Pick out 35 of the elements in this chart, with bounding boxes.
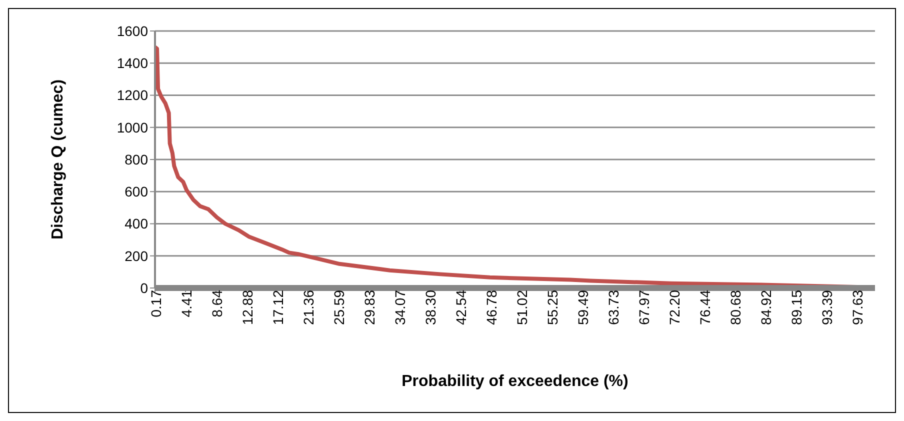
y-tick-label: 800 <box>124 151 148 168</box>
y-tick-label: 1000 <box>116 119 148 136</box>
x-tick-label: 63.73 <box>605 290 622 326</box>
y-tick-label: 400 <box>124 216 148 232</box>
x-tick-label: 4.41 <box>178 290 194 318</box>
x-tick-label: 67.97 <box>636 290 652 326</box>
y-tick-label: 1200 <box>116 87 148 104</box>
x-tick-label: 38.30 <box>422 290 438 326</box>
x-tick-label: 51.02 <box>514 290 530 326</box>
x-tick-label: 72.20 <box>666 290 682 326</box>
x-tick-label: 17.12 <box>270 290 286 326</box>
x-axis-title: Probability of exceedence (%) <box>402 373 628 390</box>
x-tick-label: 84.92 <box>758 290 774 326</box>
x-tick-label: 59.49 <box>574 290 591 326</box>
x-tick-label: 21.36 <box>300 290 316 326</box>
x-tick-label: 76.44 <box>696 290 713 326</box>
x-tick-label: 97.63 <box>849 290 866 326</box>
x-tick-label: 42.54 <box>452 290 469 326</box>
x-tick-label: 93.39 <box>818 290 835 326</box>
x-tick-label: 80.68 <box>727 290 744 326</box>
x-tick-label: 0.17 <box>148 290 164 318</box>
x-tick-label: 29.83 <box>361 290 378 326</box>
y-tick-label: 1600 <box>116 22 148 39</box>
y-tick-label: 1400 <box>116 55 148 72</box>
y-tick-label: 0 <box>140 280 148 296</box>
x-tick-label: 46.78 <box>483 290 500 326</box>
x-tick-label: 12.88 <box>239 290 256 326</box>
y-axis-title: Discharge Q (cumec) <box>50 79 67 240</box>
x-tick-label: 55.25 <box>544 290 560 326</box>
y-tick-label: 200 <box>124 248 148 264</box>
x-tick-label: 8.64 <box>208 290 225 318</box>
x-tick-label: 25.59 <box>330 290 347 326</box>
y-tick-label: 600 <box>124 184 148 200</box>
x-tick-label: 34.07 <box>392 290 408 326</box>
x-tick-label: 89.15 <box>788 290 804 326</box>
